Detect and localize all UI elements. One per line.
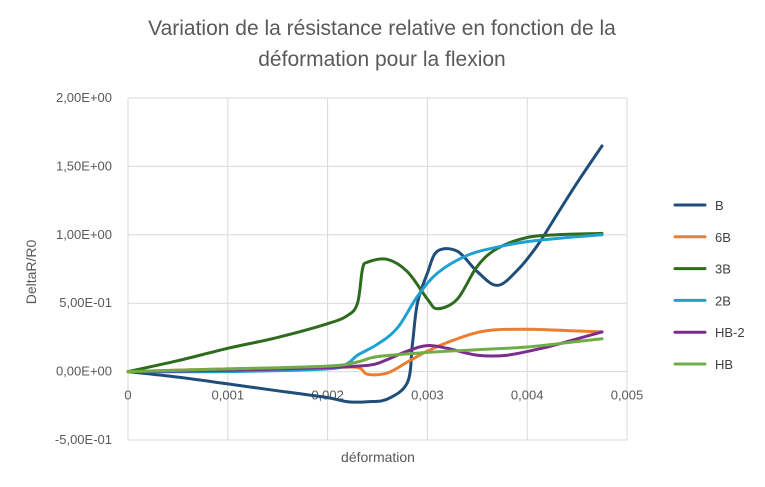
series-lines: [126, 144, 604, 404]
legend-label: HB: [715, 357, 733, 372]
y-tick-label: -5,00E-01: [55, 432, 112, 447]
x-tick-label: 0,001: [212, 388, 245, 403]
series-line-2b: [126, 233, 604, 374]
chart-title-line-2: déformation pour la flexion: [258, 48, 505, 71]
gridlines: [127, 97, 628, 441]
y-axis-label: DeltaR/R0: [23, 240, 39, 305]
legend-label: B: [715, 198, 724, 213]
y-tick-label: 1,50E+00: [56, 158, 112, 173]
x-tick-label: 0,004: [511, 388, 544, 403]
y-axis-ticks: -5,00E-01 0,00E+00 5,00E-01 1,00E+00 1,50E+0…: [55, 90, 112, 447]
y-tick-label: 1,00E+00: [56, 227, 112, 242]
series-line-hb: [126, 337, 604, 374]
legend-label: 2B: [715, 293, 731, 308]
legend-label: 6B: [715, 230, 731, 245]
legend: B 6B 3B 2B HB-2 HB: [673, 198, 745, 372]
y-tick-label: 2,00E+00: [56, 90, 112, 105]
x-tick-label: 0,003: [411, 388, 444, 403]
x-tick-label: 0,005: [611, 388, 644, 403]
y-tick-label: 0,00E+00: [56, 364, 112, 379]
y-tick-label: 5,00E-01: [59, 295, 112, 310]
legend-label: 3B: [715, 262, 731, 277]
x-tick-label: 0: [124, 388, 131, 403]
series-line-b: [126, 144, 604, 404]
x-axis-ticks: 0 0,001 0,002 0,003 0,004 0,005: [124, 388, 643, 403]
chart-title-line-1: Variation de la résistance relative en f…: [148, 17, 616, 40]
x-axis-label: déformation: [341, 449, 415, 465]
legend-label: HB-2: [715, 325, 745, 340]
